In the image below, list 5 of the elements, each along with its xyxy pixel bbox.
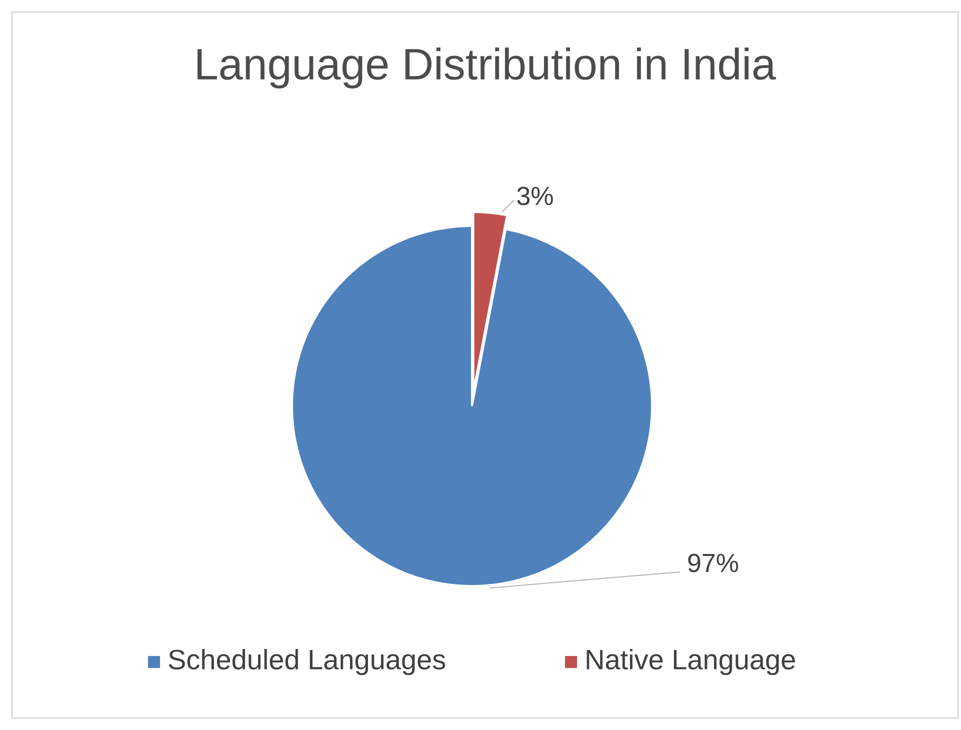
data-label: 3% xyxy=(517,186,553,206)
chart-title: Language Distribution in India xyxy=(198,47,776,88)
legend-label: Scheduled Languages xyxy=(168,648,446,676)
data-label: 97% xyxy=(688,554,738,572)
legend-label: Native Language xyxy=(586,648,795,676)
